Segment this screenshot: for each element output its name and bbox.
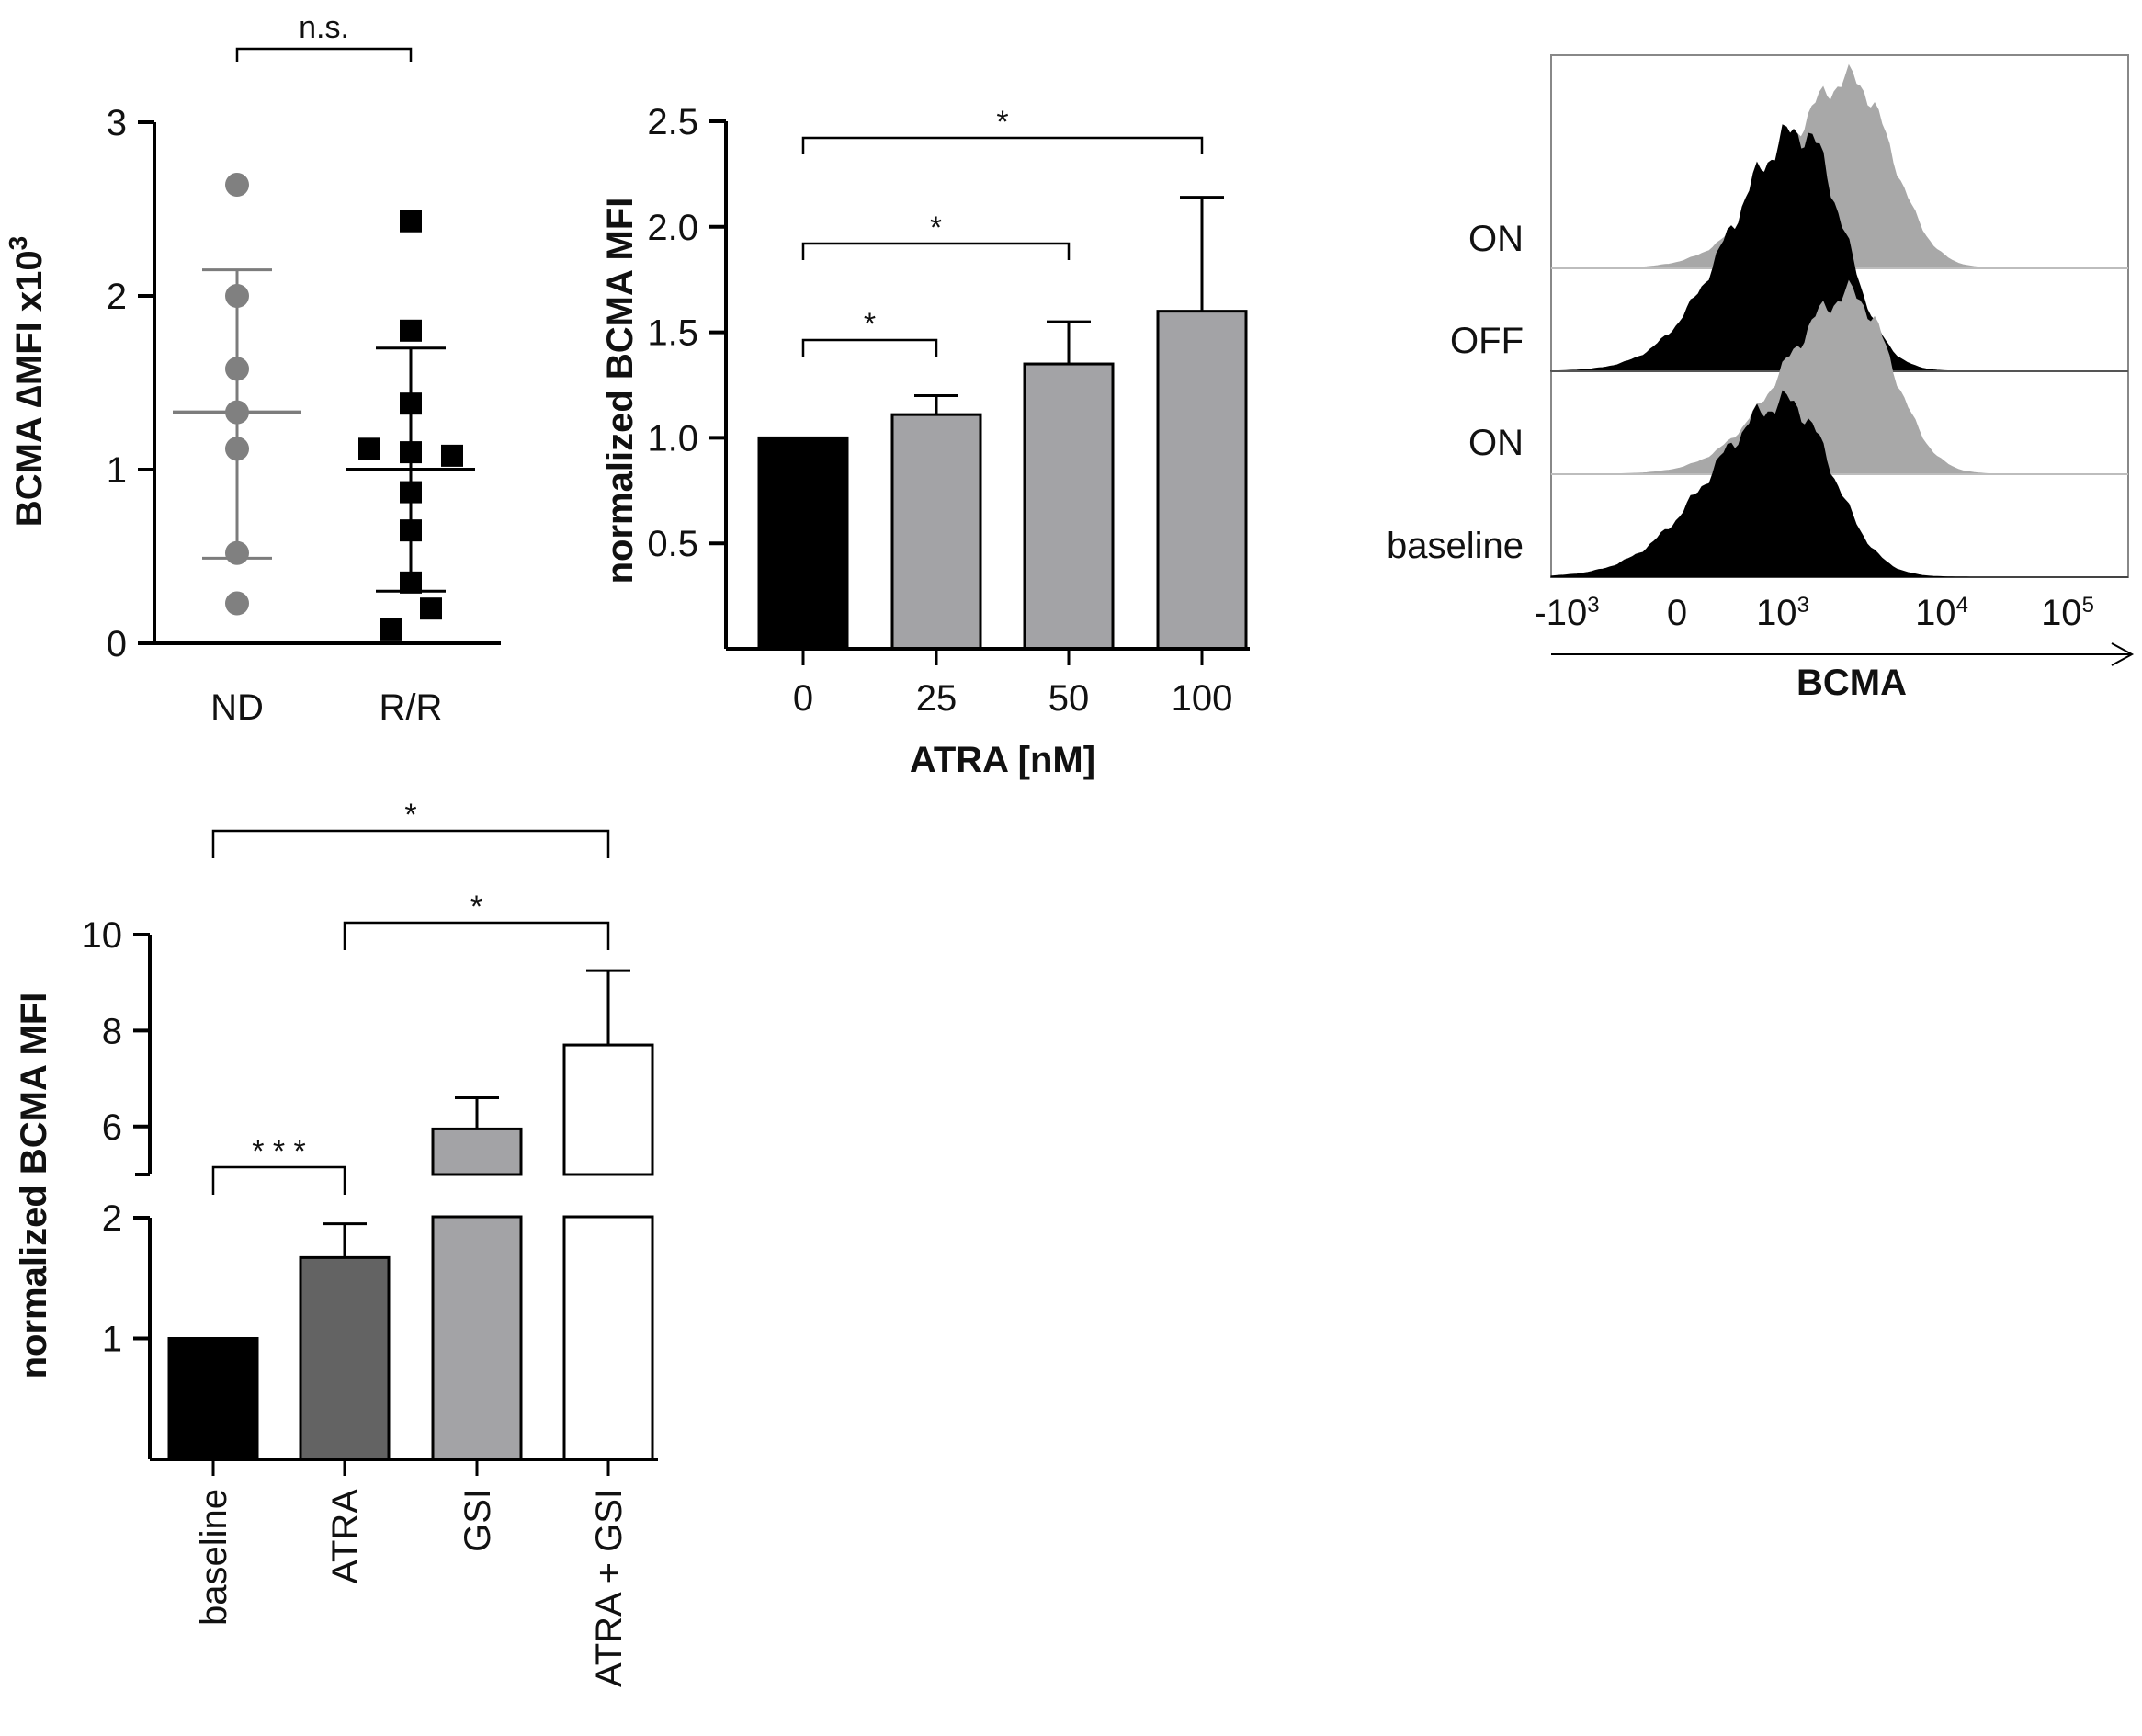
x-axis-title: ATRA [nM] — [910, 740, 1095, 780]
significance-bracket — [211, 829, 610, 858]
y-tick-label: 1.5 — [647, 313, 698, 354]
data-point — [420, 597, 442, 620]
data-point — [400, 210, 422, 233]
y-tick-label: 8 — [102, 1011, 122, 1051]
y-tick-label: 2 — [107, 277, 127, 317]
data-point — [400, 441, 422, 464]
y-tick-label: 1 — [107, 450, 127, 491]
significance-bracket — [801, 242, 1071, 260]
y-tick-label: 1 — [102, 1320, 122, 1360]
bar — [1156, 310, 1248, 651]
data-point — [400, 481, 422, 504]
significance-label: * — [864, 307, 876, 342]
x-tick-label: 105 — [2041, 593, 2094, 633]
bar — [1023, 362, 1115, 651]
bar-lower-segment — [562, 1215, 654, 1461]
significance-bracket — [235, 47, 413, 62]
y-tick-label: 2.5 — [647, 102, 698, 142]
histogram-panel: ON OFF ON baseline-103 0 103 104 105 BCMA — [1387, 54, 2135, 703]
x-tick-label: 103 — [1756, 593, 1809, 633]
significance-label: * — [404, 798, 416, 833]
significance-label: * — [930, 210, 942, 245]
track-label: baseline — [1387, 526, 1524, 566]
track-label: ON — [1468, 219, 1524, 259]
y-tick-label: 2.0 — [647, 208, 698, 248]
data-point — [225, 540, 249, 565]
bar-upper-segment — [431, 1127, 523, 1176]
x-tick-label: 25 — [916, 678, 958, 719]
y-axis-title: normalized BCMA MFI — [600, 198, 640, 584]
data-point — [225, 591, 249, 616]
significance-label: * * * — [252, 1134, 306, 1169]
y-tick-label: 6 — [102, 1107, 122, 1148]
data-point — [400, 392, 422, 415]
histogram-track-on-bottom — [1550, 279, 2128, 475]
x-tick-label: 100 — [1172, 678, 1233, 719]
x-tick-label: 104 — [1915, 593, 1968, 633]
data-point — [400, 319, 422, 342]
bar-lower-segment — [431, 1215, 523, 1461]
bar — [890, 413, 982, 651]
significance-bracket — [343, 921, 610, 950]
significance-bracket — [801, 136, 1204, 154]
data-point — [400, 571, 422, 594]
data-point — [225, 400, 249, 425]
combo-panel: baseline ATRA GSI ATRA + GSI681012normalize… — [14, 798, 658, 1687]
track-label: OFF — [1450, 321, 1524, 361]
data-point — [225, 284, 249, 308]
significance-bracket — [211, 1165, 346, 1195]
y-tick-label: 0.5 — [647, 524, 698, 564]
significance-label: * — [470, 890, 482, 925]
x-tick-label: 50 — [1048, 678, 1090, 719]
data-point — [225, 357, 249, 381]
data-point — [400, 519, 422, 542]
x-tick-label: ND — [210, 687, 264, 728]
y-tick-label: 3 — [107, 103, 127, 143]
x-tick-label: ATRA — [325, 1489, 366, 1584]
y-axis-title: BCMA ∆MFI x103 — [4, 236, 50, 527]
x-axis-title: BCMA — [1796, 663, 1907, 703]
scatter-panel: 0 1 2 3 ND R/R BCMA ∆MFI x103 n.s. — [4, 10, 501, 728]
track-label: ON — [1468, 423, 1524, 463]
bar-upper-segment — [562, 1043, 654, 1176]
x-tick-label: R/R — [380, 687, 443, 728]
x-tick-label: -103 — [1534, 593, 1599, 633]
bar — [757, 436, 849, 651]
significance-label: n.s. — [299, 10, 349, 45]
x-tick-label: baseline — [194, 1489, 234, 1626]
data-point — [358, 437, 380, 460]
data-point — [441, 444, 463, 467]
x-tick-label: 0 — [1667, 593, 1687, 633]
x-tick-label: 0 — [793, 678, 813, 719]
bar — [299, 1255, 391, 1461]
x-tick-label: GSI — [458, 1489, 498, 1552]
bar — [167, 1337, 259, 1461]
atra-dose-panel: 0 25 50 100 0.5 1.0 1.5 2.0 2.5 normalized BCMA M… — [600, 102, 1250, 780]
x-axis-arrow-head — [2111, 642, 2135, 666]
x-tick-label: ATRA + GSI — [589, 1489, 629, 1687]
y-tick-label: 0 — [107, 624, 127, 664]
data-point — [225, 173, 249, 198]
histogram-track-baseline — [1550, 390, 2128, 578]
y-tick-label: 10 — [82, 915, 123, 956]
y-tick-label: 2 — [102, 1198, 122, 1239]
y-axis-title: normalized BCMA MFI — [14, 993, 54, 1379]
significance-label: * — [996, 105, 1008, 140]
data-point — [380, 618, 402, 641]
y-tick-label: 1.0 — [647, 418, 698, 459]
data-point — [225, 437, 249, 461]
significance-bracket — [801, 338, 938, 357]
